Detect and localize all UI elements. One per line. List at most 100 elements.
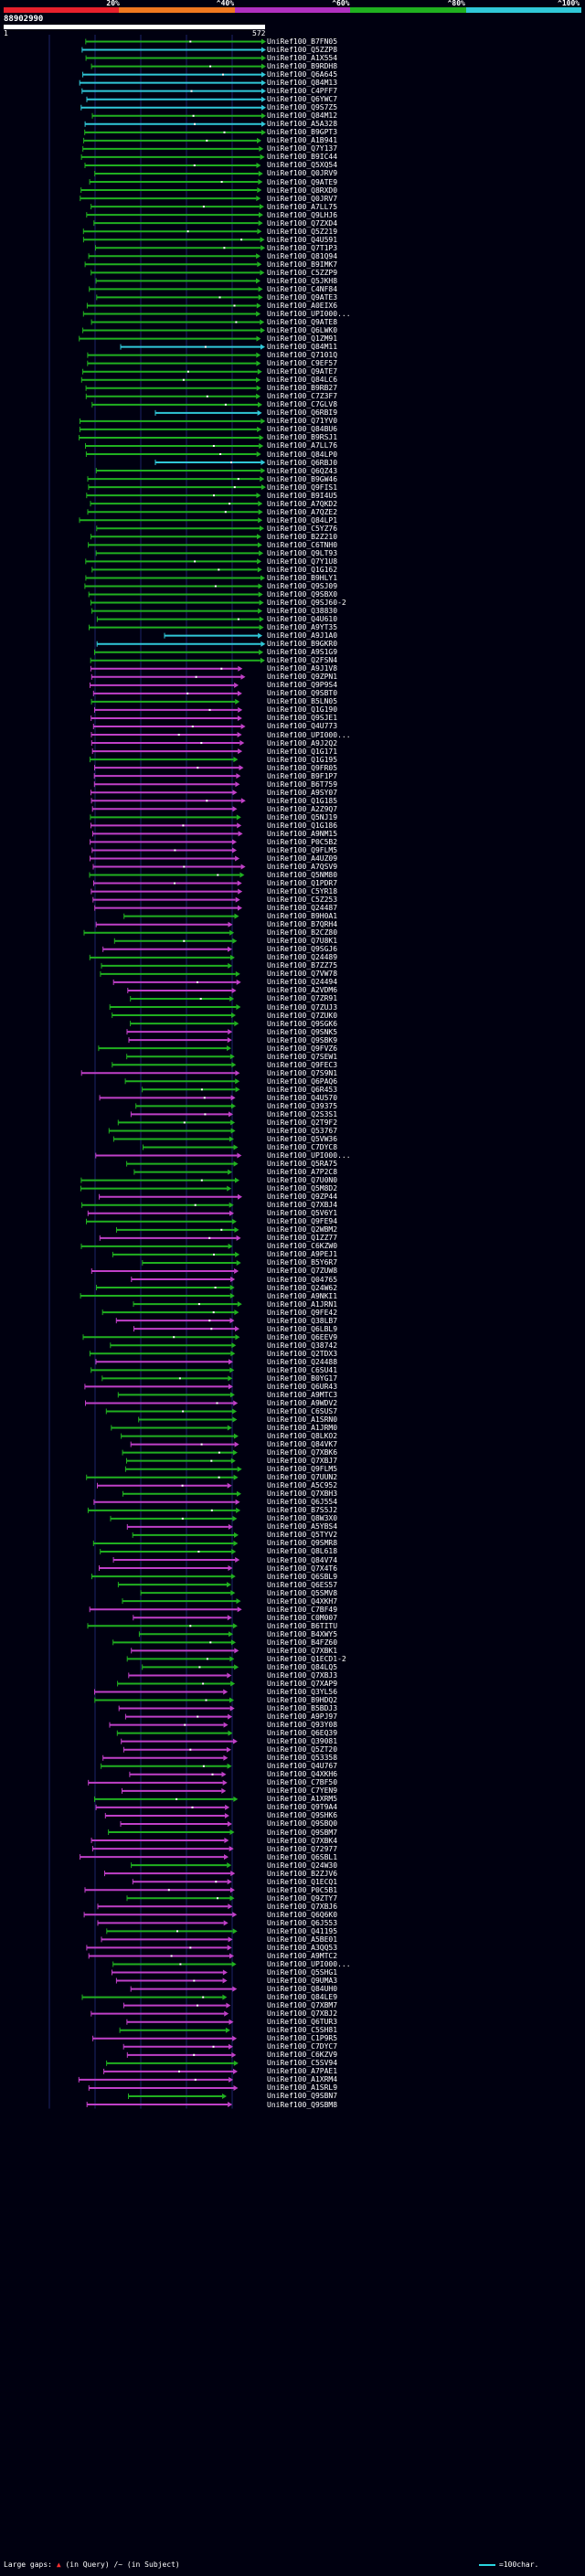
hit-label-link[interactable]: UniRef100_Q6LBL9 xyxy=(267,1324,338,1333)
hit-label-link[interactable]: UniRef100_Q7UUN2 xyxy=(267,1473,338,1482)
hit-label-link[interactable]: UniRef100_Q9FE94 xyxy=(267,1217,338,1226)
hit-label-link[interactable]: UniRef100_B9RSJ1 xyxy=(267,433,338,442)
hit-label-link[interactable]: UniRef100_Q5RA75 xyxy=(267,1160,338,1169)
hit-label-link[interactable]: UniRef100_Q1G190 xyxy=(267,705,338,715)
hit-label-link[interactable]: UniRef100_Q6YWC7 xyxy=(267,95,338,104)
hit-label-link[interactable]: UniRef100_Q9ATE7 xyxy=(267,367,338,376)
hit-label-link[interactable]: UniRef100_Q7VW78 xyxy=(267,970,338,979)
hit-label-link[interactable]: UniRef100_B2ZJV6 xyxy=(267,1869,338,1878)
hit-label-link[interactable]: UniRef100_Q9SBM7 xyxy=(267,1828,338,1837)
hit-label-link[interactable]: UniRef100_C5Z253 xyxy=(267,896,338,905)
hit-label-link[interactable]: UniRef100_Q84LP1 xyxy=(267,515,338,525)
hit-label-link[interactable]: UniRef100_Q9ATE8 xyxy=(267,318,338,327)
hit-label-link[interactable]: UniRef100_Q84BU6 xyxy=(267,425,338,434)
hit-label-link[interactable]: UniRef100_Q6UR43 xyxy=(267,1382,338,1391)
hit-label-link[interactable]: UniRef100_B9F1P7 xyxy=(267,771,338,780)
hit-label-link[interactable]: UniRef100_Q84VK7 xyxy=(267,1440,338,1449)
hit-label-link[interactable]: UniRef100_Q7SEW1 xyxy=(267,1052,338,1061)
hit-label-link[interactable]: UniRef100_Q7XAP9 xyxy=(267,1679,338,1688)
hit-label-link[interactable]: UniRef100_Q9SGJ6 xyxy=(267,945,338,954)
hit-label-link[interactable]: UniRef100_C5SH81 xyxy=(267,2026,338,2035)
hit-label-link[interactable]: UniRef100_A9NKI1 xyxy=(267,1291,338,1300)
hit-label-link[interactable]: UniRef100_B9I4U5 xyxy=(267,491,338,500)
hit-label-link[interactable]: UniRef100_C6SUS7 xyxy=(267,1406,338,1415)
hit-label-link[interactable]: UniRef100_B7ZZ75 xyxy=(267,961,338,970)
hit-label-link[interactable]: UniRef100_C6KZW0 xyxy=(267,1242,338,1251)
hit-label-link[interactable]: UniRef100_C7YEN9 xyxy=(267,1786,338,1796)
hit-label-link[interactable]: UniRef100_Q84LE9 xyxy=(267,1993,338,2002)
hit-label-link[interactable]: UniRef100_C0M007 xyxy=(267,1613,338,1622)
hit-label-link[interactable]: UniRef100_Q9T9A4 xyxy=(267,1803,338,1812)
hit-label-link[interactable]: UniRef100_Q8L618 xyxy=(267,1547,338,1556)
hit-label-link[interactable]: UniRef100_Q9SJ09 xyxy=(267,581,338,590)
hit-label-link[interactable]: UniRef100_A9J1A0 xyxy=(267,631,338,641)
hit-label-link[interactable]: UniRef100_Q6ES57 xyxy=(267,1580,338,1589)
hit-label-link[interactable]: UniRef100_Q24487 xyxy=(267,904,338,913)
hit-label-link[interactable]: UniRef100_Q4U570 xyxy=(267,1093,338,1102)
hit-label-link[interactable]: UniRef100_Q84M12 xyxy=(267,111,338,121)
hit-label-link[interactable]: UniRef100_Q5JKH8 xyxy=(267,276,338,285)
hit-label-link[interactable]: UniRef100_B6T759 xyxy=(267,779,338,789)
hit-label-link[interactable]: UniRef100_Q3YL56 xyxy=(267,1688,338,1696)
hit-label-link[interactable]: UniRef100_B5Y6R7 xyxy=(267,1258,338,1267)
hit-label-link[interactable]: UniRef100_Q1ZM91 xyxy=(267,334,338,344)
hit-label-link[interactable]: UniRef100_B5BDJ3 xyxy=(267,1704,338,1713)
hit-label-link[interactable]: UniRef100_A9PJ97 xyxy=(267,1712,338,1722)
hit-label-link[interactable]: UniRef100_Q7XBK6 xyxy=(267,1448,338,1458)
hit-label-link[interactable]: UniRef100_C7GLV8 xyxy=(267,400,338,409)
hit-label-link[interactable]: UniRef100_Q7ZUK0 xyxy=(267,1011,338,1020)
hit-label-link[interactable]: UniRef100_Q9FEC3 xyxy=(267,1060,338,1069)
hit-label-link[interactable]: UniRef100_Q5Z219 xyxy=(267,227,338,236)
hit-label-link[interactable]: UniRef100_Q84LQ5 xyxy=(267,1662,338,1671)
hit-label-link[interactable]: UniRef100_Q9ZP44 xyxy=(267,1193,338,1202)
hit-label-link[interactable]: UniRef100_Q9ATE3 xyxy=(267,292,338,302)
hit-label-link[interactable]: UniRef100_Q6RBJ0 xyxy=(267,458,338,467)
hit-label-link[interactable]: UniRef100_C7BF50 xyxy=(267,1778,338,1787)
hit-label-link[interactable]: UniRef100_B9HDQ2 xyxy=(267,1696,338,1705)
hit-label-link[interactable]: UniRef100_Q93Y08 xyxy=(267,1721,338,1730)
hit-label-link[interactable]: UniRef100_A9S1G9 xyxy=(267,648,338,657)
hit-label-link[interactable]: UniRef100_Q4XKH7 xyxy=(267,1596,338,1606)
hit-label-link[interactable]: UniRef100_C7Z3F7 xyxy=(267,392,338,401)
hit-label-link[interactable]: UniRef100_Q5SMV8 xyxy=(267,1588,338,1597)
hit-label-link[interactable]: UniRef100_Q7S9N1 xyxy=(267,1068,338,1077)
hit-label-link[interactable]: UniRef100_Q6QZ43 xyxy=(267,466,338,475)
hit-label-link[interactable]: UniRef100_B9RDH8 xyxy=(267,62,338,71)
hit-label-link[interactable]: UniRef100_Q7XBJ7 xyxy=(267,1457,338,1466)
hit-label-link[interactable]: UniRef100_Q6J554 xyxy=(267,1498,338,1507)
hit-label-link[interactable]: UniRef100_Q2TDX3 xyxy=(267,1349,338,1358)
hit-label-link[interactable]: UniRef100_C5ZZP9 xyxy=(267,268,338,277)
hit-label-link[interactable]: UniRef100_A7QZE2 xyxy=(267,507,338,516)
hit-label-link[interactable]: UniRef100_Q5M8D2 xyxy=(267,1184,338,1193)
hit-label-link[interactable]: UniRef100_Q7XBH3 xyxy=(267,1489,338,1499)
hit-label-link[interactable]: UniRef100_Q7Y137 xyxy=(267,144,338,154)
hit-label-link[interactable]: UniRef100_Q6SBL9 xyxy=(267,1572,338,1581)
hit-label-link[interactable]: UniRef100_Q7ZR91 xyxy=(267,994,338,1003)
hit-label-link[interactable]: UniRef100_A7PAE1 xyxy=(267,2067,338,2076)
hit-label-link[interactable]: UniRef100_Q53767 xyxy=(267,1126,338,1135)
hit-label-link[interactable]: UniRef100_Q5ZT20 xyxy=(267,1745,338,1754)
hit-label-link[interactable]: UniRef100_Q7XBJ4 xyxy=(267,1201,338,1210)
hit-label-link[interactable]: UniRef100_B4XWY5 xyxy=(267,1629,338,1638)
hit-label-link[interactable]: UniRef100_Q81Q94 xyxy=(267,251,338,260)
hit-label-link[interactable]: UniRef100_Q5TYV2 xyxy=(267,1531,338,1540)
hit-label-link[interactable]: UniRef100_Q5NJ19 xyxy=(267,812,338,822)
hit-label-link[interactable]: UniRef100_Q9SBX0 xyxy=(267,590,338,599)
hit-label-link[interactable]: UniRef100_Q9P9S4 xyxy=(267,681,338,690)
hit-label-link[interactable]: UniRef100_B7S5J2 xyxy=(267,1506,338,1515)
hit-label-link[interactable]: UniRef100_Q72977 xyxy=(267,1844,338,1853)
hit-label-link[interactable]: UniRef100_Q9SJ60-2 xyxy=(267,599,346,608)
hit-label-link[interactable]: UniRef100_Q9ZTY7 xyxy=(267,1893,338,1903)
hit-label-link[interactable]: UniRef100_C4PFF7 xyxy=(267,87,338,96)
hit-label-link[interactable]: UniRef100_UPI000... xyxy=(267,1151,351,1161)
hit-label-link[interactable]: UniRef100_Q1ECD1-2 xyxy=(267,1654,346,1663)
hit-label-link[interactable]: UniRef100_A0EIX6 xyxy=(267,301,338,310)
hit-label-link[interactable]: UniRef100_A1JRN1 xyxy=(267,1299,338,1309)
hit-label-link[interactable]: UniRef100_Q5SHG1 xyxy=(267,1968,338,1977)
hit-label-link[interactable]: UniRef100_Q9ATE9 xyxy=(267,177,338,186)
hit-label-link[interactable]: UniRef100_C4NF84 xyxy=(267,284,338,293)
hit-label-link[interactable]: UniRef100_A5BE01 xyxy=(267,1935,338,1944)
hit-label-link[interactable]: UniRef100_Q53358 xyxy=(267,1754,338,1763)
hit-label-link[interactable]: UniRef100_Q9FLM5 xyxy=(267,1465,338,1474)
hit-label-link[interactable]: UniRef100_UPI000... xyxy=(267,730,351,739)
